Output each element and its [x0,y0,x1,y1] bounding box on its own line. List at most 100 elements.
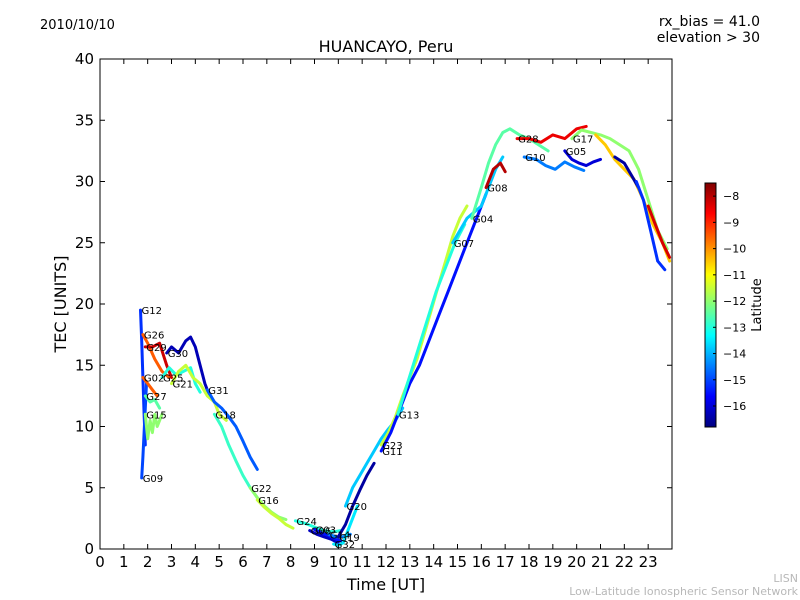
y-axis-ticks: 0 5 10 15 20 25 30 35 40 [75,50,672,558]
series-label-G09: G09 [143,474,163,485]
series-label-G30: G30 [168,349,188,360]
series-line-unlabeled-33 [634,180,667,272]
x-tick-label: 1 [119,553,129,571]
colorbar-tick-label: −15 [723,374,746,387]
series-line-G09 [140,382,148,480]
x-tick-label: 3 [167,553,177,571]
x-tick-label: 18 [519,553,538,571]
series-label-G12: G12 [142,306,162,317]
series-label-G31: G31 [208,386,228,397]
y-tick-label: 20 [75,295,94,313]
colorbar-tick-label: −16 [723,400,746,413]
colorbar-tick-label: −14 [723,348,746,361]
series-line-G06 [308,529,340,545]
x-tick-label: 6 [238,553,248,571]
y-tick-label: 0 [84,540,94,558]
series-label-G23: G23 [382,441,402,452]
elevation-label: elevation > 30 [656,30,760,46]
x-tick-label: 4 [191,553,201,571]
series-label-G15: G15 [146,410,166,421]
x-tick-label: 7 [262,553,272,571]
x-axis-label: Time [UT] [346,575,425,594]
x-axis-ticks: 0 1 2 3 4 5 6 7 8 9 10 11 12 13 14 15 16 17 18 19 20 21 22 23 [95,59,658,571]
series-layer [139,124,672,547]
colorbar-tick-label: −10 [723,243,746,256]
series-line-G28 [515,124,588,144]
series-label-G08: G08 [487,184,507,195]
series-label-G18: G18 [215,410,235,421]
series-line-G13 [396,222,467,416]
series-line-G07 [451,155,505,245]
x-tick-label: 8 [286,553,296,571]
series-label-G29: G29 [146,343,166,354]
x-tick-label: 17 [496,553,515,571]
series-label-G05: G05 [566,147,586,158]
series-line-G08 [484,161,507,190]
y-tick-label: 40 [75,50,94,68]
credit-short: LISN [773,572,798,585]
series-line-G24 [293,519,343,534]
series-line-G25 [160,366,202,394]
series-label-G26: G26 [144,331,164,342]
series-line-G15 [143,412,164,441]
y-tick-label: 5 [84,479,94,497]
series-line-G21 [170,363,228,422]
series-label-G28: G28 [518,135,538,146]
series-line-G27 [143,394,162,410]
series-line-G04 [470,127,550,220]
y-tick-label: 30 [75,173,94,191]
x-tick-label: 15 [448,553,467,571]
y-tick-label: 10 [75,418,94,436]
colorbar-tick-label: −13 [723,321,746,334]
series-line-G19 [336,461,376,539]
x-tick-label: 16 [472,553,491,571]
x-tick-label: 13 [400,553,419,571]
date-label: 2010/10/10 [40,18,115,33]
x-tick-label: 10 [329,553,348,571]
series-label-G03: G03 [316,525,336,536]
series-label-G06: G06 [311,527,331,538]
series-label-G21: G21 [173,380,193,391]
series-line-G31 [205,388,259,471]
series-label-G19: G19 [339,533,359,544]
series-labels-layer: G12G09G26G29G02G27G15G30G25G21G31G18G22G… [142,135,594,551]
series-label-G11: G11 [382,447,402,458]
series-label-G13: G13 [399,410,419,421]
x-tick-label: 5 [214,553,224,571]
x-tick-label: 22 [615,553,634,571]
x-tick-label: 20 [567,553,586,571]
rx-bias-label: rx_bias = 41.0 [658,14,760,30]
y-tick-label: 35 [75,111,94,129]
x-tick-label: 11 [353,553,372,571]
chart-title: HUANCAYO, Peru [318,37,454,56]
y-tick-label: 25 [75,234,94,252]
series-label-G25: G25 [163,374,183,385]
x-tick-label: 12 [376,553,395,571]
series-label-G07: G07 [454,239,474,250]
series-line-G02 [141,376,159,398]
series-label-G14: G14 [330,530,350,541]
x-tick-label: 0 [95,553,105,571]
series-label-G04: G04 [473,214,493,225]
colorbar-tick-label: −8 [723,190,739,203]
colorbar-ticks: −8 −9 −10 −11 −12 −13 −14 −15 −16 [713,190,746,413]
x-tick-label: 23 [639,553,658,571]
series-line-G05 [563,149,602,168]
series-label-G24: G24 [296,517,316,528]
series-line-unlabeled-34 [646,204,672,259]
x-tick-label: 2 [143,553,153,571]
parameters-block: rx_bias = 41.0 elevation > 30 [657,14,760,46]
series-line-G16 [255,498,295,530]
colorbar [704,182,717,428]
series-line-G32 [332,504,359,547]
colorbar-tick-label: −11 [723,269,746,282]
series-label-G02: G02 [144,374,164,385]
x-tick-label: 9 [310,553,320,571]
x-tick-label: 14 [424,553,443,571]
series-label-G17: G17 [573,135,593,146]
x-tick-label: 21 [591,553,610,571]
series-line-G10 [522,155,586,172]
y-tick-label: 15 [75,356,94,374]
x-tick-label: 19 [543,553,562,571]
